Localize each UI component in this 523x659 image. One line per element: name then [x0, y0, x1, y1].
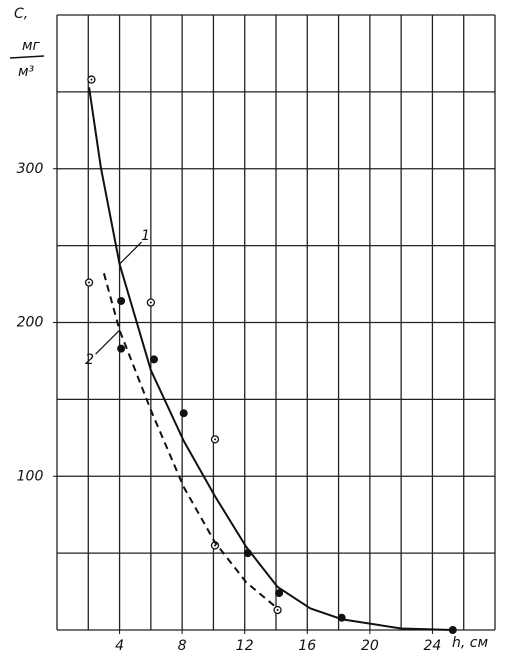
- point-center: [213, 438, 216, 441]
- point-filled: [149, 355, 158, 364]
- point-filled: [275, 589, 284, 598]
- y-tick-label: 200: [17, 315, 44, 331]
- x-tick-label: 24: [424, 638, 442, 654]
- fraction-bar: [9, 55, 45, 59]
- point-center: [276, 609, 279, 612]
- point-center: [90, 78, 93, 81]
- x-tick-label: 12: [236, 638, 254, 654]
- y-tick-label: 300: [17, 161, 44, 177]
- point-center: [88, 281, 91, 284]
- curve-label: 1: [141, 228, 150, 244]
- y-axis-unit-denominator: м³: [18, 64, 35, 80]
- x-tick-label: 8: [178, 638, 187, 654]
- y-tick-label: 100: [17, 468, 44, 484]
- point-filled: [117, 296, 126, 305]
- leader-line: [95, 329, 120, 355]
- point-center: [149, 301, 152, 304]
- point-filled: [179, 409, 188, 418]
- x-tick-label: 16: [298, 638, 316, 654]
- x-axis-label: h, см: [452, 635, 488, 651]
- point-center: [213, 544, 216, 547]
- curve: [88, 87, 453, 631]
- x-tick-label: 20: [361, 638, 379, 654]
- point-filled: [117, 344, 126, 353]
- y-axis-unit-numerator: мг: [22, 38, 41, 54]
- curve-label: 2: [85, 352, 94, 368]
- x-tick-label: 4: [115, 638, 124, 654]
- y-axis-label: C,: [14, 6, 28, 22]
- leader-line: [119, 241, 142, 265]
- curve: [102, 273, 279, 610]
